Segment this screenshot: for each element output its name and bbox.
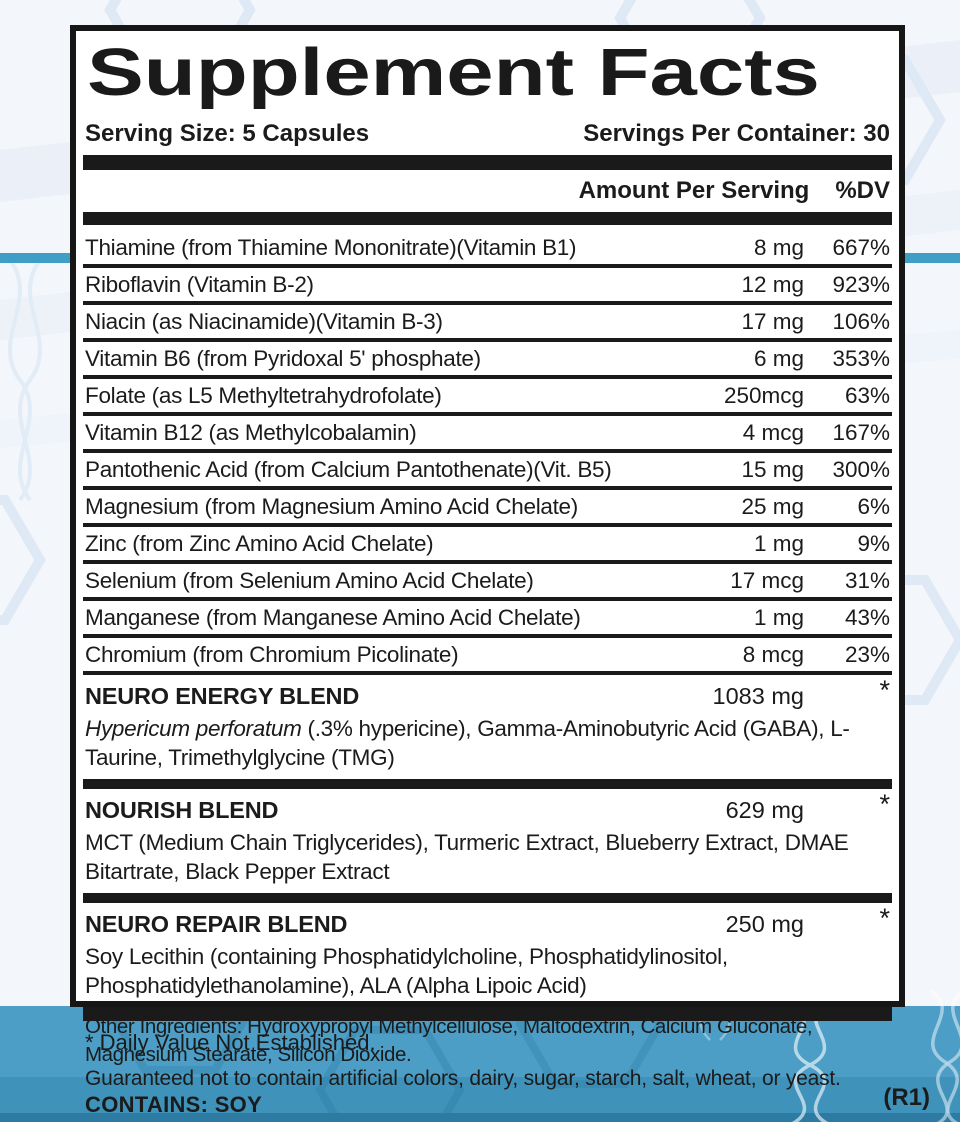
blend-ingredient-latin: Hypericum perforatum (85, 716, 302, 741)
nutrient-amount: 12 mg (741, 272, 804, 297)
serving-size: Serving Size: 5 Capsules (85, 120, 370, 147)
nutrient-amount: 25 mg (741, 494, 804, 519)
nutrient-table: Thiamine (from Thiamine Mononitrate)(Vit… (83, 231, 892, 675)
blend-dv-asterisk: * (879, 903, 890, 933)
nutrient-amount: 1 mg (753, 605, 804, 630)
dv-header: %DV (835, 177, 890, 204)
nutrient-dv: 106% (832, 309, 890, 334)
nutrient-amount: 15 mg (741, 457, 804, 482)
blend-ingredients: Soy Lecithin (containing Phosphatidylcho… (85, 942, 890, 1000)
blend-name: NEURO REPAIR BLEND (85, 911, 348, 937)
nutrient-dv: 31% (844, 568, 890, 593)
nutrient-row: Chromium (from Chromium Picolinate) 8 mc… (83, 638, 892, 675)
blend-header: NEURO REPAIR BLEND 250 mg * (85, 903, 890, 939)
blend-ingredient-list: MCT (Medium Chain Triglycerides), Turmer… (85, 830, 849, 884)
amount-per-serving-header: Amount Per Serving (578, 177, 810, 204)
nutrient-amount: 1 mg (753, 531, 804, 556)
blend-amount: 629 mg (725, 797, 804, 823)
blend-name: NOURISH BLEND (85, 797, 279, 823)
nutrient-row: Zinc (from Zinc Amino Acid Chelate) 1 mg… (83, 527, 892, 564)
nutrient-name: Vitamin B6 (from Pyridoxal 5' phosphate) (85, 346, 481, 371)
nutrient-name: Pantothenic Acid (from Calcium Pantothen… (85, 457, 612, 482)
nutrient-dv: 300% (832, 457, 890, 482)
nutrient-amount: 8 mcg (742, 642, 804, 667)
nutrient-row: Riboflavin (Vitamin B-2) 12 mg 923% (83, 268, 892, 305)
nutrient-amount: 8 mg (753, 235, 804, 260)
divider-bar-thick (83, 155, 892, 170)
contains-allergen-text: CONTAINS: SOY (85, 1092, 263, 1117)
blend-header: NEURO ENERGY BLEND 1083 mg * (85, 675, 890, 711)
serving-info-row: Serving Size: 5 Capsules Servings Per Co… (83, 120, 892, 148)
nutrient-dv: 667% (832, 235, 890, 260)
blend-ingredients: MCT (Medium Chain Triglycerides), Turmer… (85, 828, 890, 886)
blend-dv-asterisk: * (879, 675, 890, 705)
blend-section: NEURO REPAIR BLEND 250 mg * Soy Lecithin… (83, 903, 892, 1021)
nutrient-name: Selenium (from Selenium Amino Acid Chela… (85, 568, 534, 593)
blend-amount: 250 mg (725, 911, 804, 937)
other-ingredients-text: Other Ingredients: Hydroxypropyl Methylc… (85, 1015, 813, 1066)
divider-bar-thick (83, 212, 892, 225)
nutrient-row: Vitamin B12 (as Methylcobalamin) 4 mcg 1… (83, 416, 892, 453)
nutrient-row: Thiamine (from Thiamine Mononitrate)(Vit… (83, 231, 892, 268)
blend-dv-asterisk: * (879, 789, 890, 819)
nutrient-dv: 9% (857, 531, 890, 556)
servings-per-container: Servings Per Container: 30 (583, 120, 890, 147)
nutrient-row: Manganese (from Manganese Amino Acid Che… (83, 601, 892, 638)
nutrient-amount: 250mcg (723, 383, 804, 408)
nutrient-dv: 63% (844, 383, 890, 408)
panel-title: Supplement Facts (87, 35, 820, 110)
nutrient-name: Niacin (as Niacinamide)(Vitamin B-3) (85, 309, 443, 334)
nutrient-dv: 923% (832, 272, 890, 297)
blend-ingredient-list: Soy Lecithin (containing Phosphatidylcho… (85, 944, 728, 998)
nutrient-dv: 23% (844, 642, 890, 667)
nutrient-row: Pantothenic Acid (from Calcium Pantothen… (83, 453, 892, 490)
nutrient-dv: 353% (832, 346, 890, 371)
nutrient-name: Vitamin B12 (as Methylcobalamin) (85, 420, 417, 445)
nutrient-name: Zinc (from Zinc Amino Acid Chelate) (85, 531, 434, 556)
blend-section: NEURO ENERGY BLEND 1083 mg * Hypericum p… (83, 675, 892, 789)
nutrient-name: Riboflavin (Vitamin B-2) (85, 272, 314, 297)
nutrient-dv: 6% (857, 494, 890, 519)
nutrient-row: Niacin (as Niacinamide)(Vitamin B-3) 17 … (83, 305, 892, 342)
nutrient-row: Selenium (from Selenium Amino Acid Chela… (83, 564, 892, 601)
nutrient-amount: 17 mg (741, 309, 804, 334)
blend-name: NEURO ENERGY BLEND (85, 683, 360, 709)
nutrient-name: Magnesium (from Magnesium Amino Acid Che… (85, 494, 578, 519)
nutrient-name: Manganese (from Manganese Amino Acid Che… (85, 605, 581, 630)
revision-code: (R1) (883, 1084, 930, 1111)
nutrient-amount: 4 mcg (742, 420, 804, 445)
supplement-facts-panel: Supplement Facts Serving Size: 5 Capsule… (70, 25, 905, 1055)
blend-ingredient-list: (.3% hypericine), Gamma-Aminobutyric Aci… (85, 716, 850, 770)
blend-amount: 1083 mg (712, 683, 804, 709)
nutrient-name: Folate (as L5 Methyltetrahydrofolate) (85, 383, 442, 408)
nutrient-amount: 6 mg (753, 346, 804, 371)
blend-ingredients: Hypericum perforatum (.3% hypericine), G… (85, 714, 890, 772)
nutrient-row: Magnesium (from Magnesium Amino Acid Che… (83, 490, 892, 527)
blend-section: NOURISH BLEND 629 mg * MCT (Medium Chain… (83, 789, 892, 903)
nutrient-dv: 43% (844, 605, 890, 630)
nutrient-name: Thiamine (from Thiamine Mononitrate)(Vit… (85, 235, 577, 260)
guarantee-text: Guaranteed not to contain artificial col… (85, 1067, 841, 1090)
nutrient-dv: 167% (832, 420, 890, 445)
nutrient-name: Chromium (from Chromium Picolinate) (85, 642, 459, 667)
nutrient-row: Vitamin B6 (from Pyridoxal 5' phosphate)… (83, 342, 892, 379)
nutrient-row: Folate (as L5 Methyltetrahydrofolate) 25… (83, 379, 892, 416)
column-header-row: Amount Per Serving %DV (83, 177, 892, 205)
nutrient-amount: 17 mcg (730, 568, 804, 593)
blend-header: NOURISH BLEND 629 mg * (85, 789, 890, 825)
dna-curl-light (8, 258, 42, 502)
